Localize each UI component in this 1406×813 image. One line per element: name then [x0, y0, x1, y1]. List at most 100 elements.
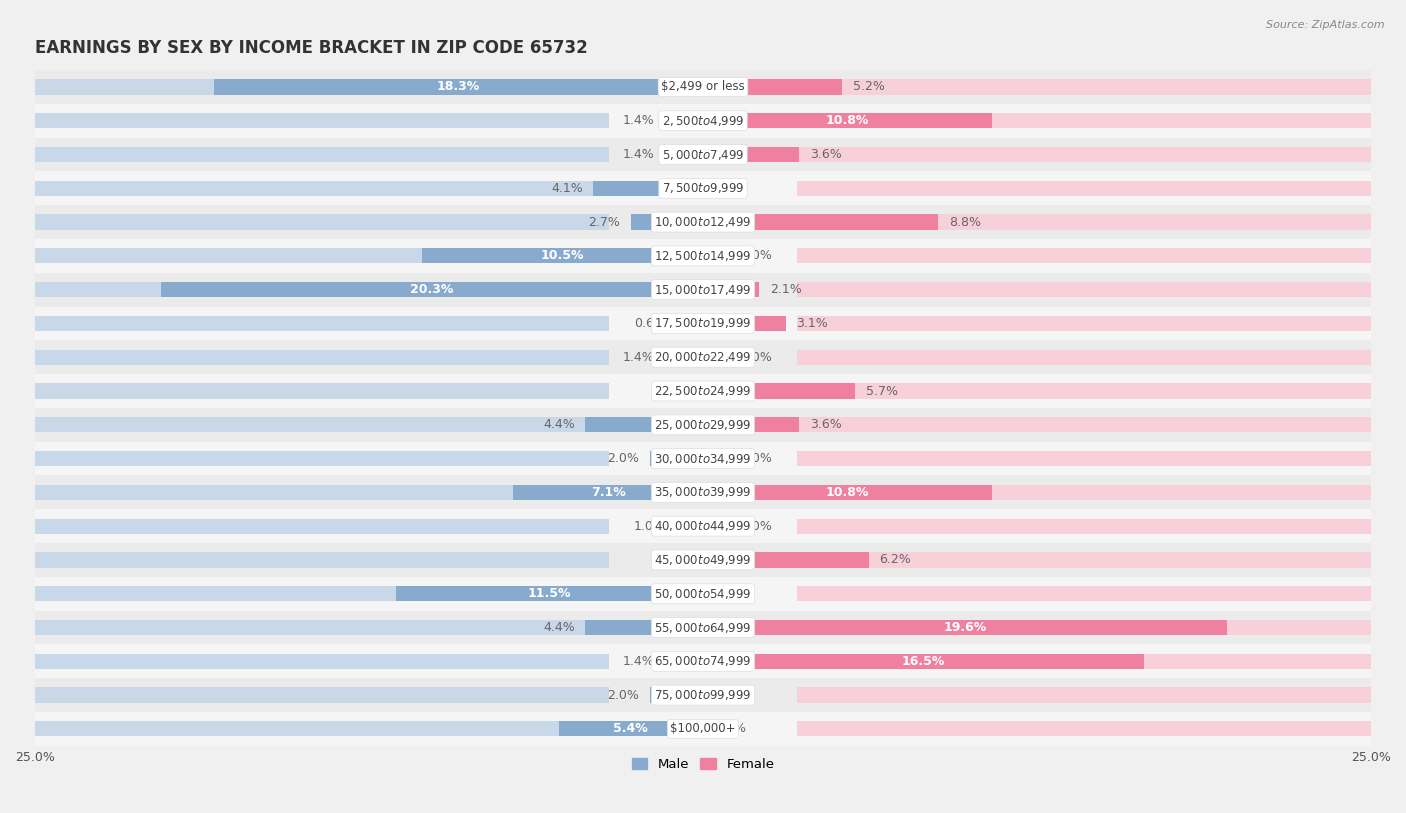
Bar — [35, 315, 609, 331]
Text: $7,500 to $9,999: $7,500 to $9,999 — [662, 181, 744, 195]
Text: Source: ZipAtlas.com: Source: ZipAtlas.com — [1267, 20, 1385, 30]
Bar — [703, 620, 1227, 635]
Text: 1.0%: 1.0% — [741, 452, 772, 465]
Bar — [665, 147, 703, 162]
Bar — [797, 654, 1371, 669]
Text: 1.0%: 1.0% — [741, 350, 772, 363]
Text: $17,500 to $19,999: $17,500 to $19,999 — [654, 316, 752, 330]
Bar — [797, 282, 1371, 298]
Text: 0.0%: 0.0% — [661, 385, 692, 398]
Bar — [35, 645, 1371, 678]
Text: $65,000 to $74,999: $65,000 to $74,999 — [654, 654, 752, 668]
Bar — [585, 620, 703, 635]
Bar — [35, 70, 1371, 104]
Bar — [35, 451, 609, 466]
Bar — [797, 721, 1371, 737]
Bar — [35, 273, 1371, 307]
Bar — [35, 172, 1371, 205]
Bar — [35, 678, 1371, 712]
Bar — [214, 80, 703, 94]
Bar — [35, 509, 1371, 543]
Bar — [703, 215, 938, 230]
Text: $10,000 to $12,499: $10,000 to $12,499 — [654, 215, 752, 229]
Text: 1.0%: 1.0% — [741, 250, 772, 263]
Bar — [797, 147, 1371, 162]
Bar — [35, 519, 609, 534]
Bar — [35, 248, 609, 263]
Bar — [650, 451, 703, 466]
Text: 5.7%: 5.7% — [866, 385, 898, 398]
Legend: Male, Female: Male, Female — [626, 752, 780, 776]
Bar — [35, 688, 609, 702]
Bar — [35, 137, 1371, 172]
Bar — [797, 80, 1371, 94]
Bar — [35, 485, 609, 500]
Bar — [35, 180, 609, 196]
Bar — [685, 315, 703, 331]
Bar — [703, 519, 730, 534]
Text: 1.0%: 1.0% — [741, 520, 772, 533]
Bar — [797, 519, 1371, 534]
Text: $45,000 to $49,999: $45,000 to $49,999 — [654, 553, 752, 567]
Bar — [160, 282, 703, 298]
Bar — [703, 113, 991, 128]
Bar — [665, 113, 703, 128]
Bar — [797, 485, 1371, 500]
Text: $15,000 to $17,499: $15,000 to $17,499 — [654, 283, 752, 297]
Text: $22,500 to $24,999: $22,500 to $24,999 — [654, 384, 752, 398]
Bar — [35, 374, 1371, 408]
Bar — [35, 611, 1371, 645]
Bar — [558, 721, 703, 737]
Bar — [35, 239, 1371, 273]
Bar — [797, 180, 1371, 196]
Text: $20,000 to $22,499: $20,000 to $22,499 — [654, 350, 752, 364]
Text: 1.4%: 1.4% — [623, 350, 655, 363]
Bar — [797, 350, 1371, 365]
Text: 10.8%: 10.8% — [825, 115, 869, 128]
Text: 5.2%: 5.2% — [852, 80, 884, 93]
Bar — [703, 417, 799, 433]
Bar — [35, 476, 1371, 509]
Text: 2.0%: 2.0% — [607, 689, 638, 702]
Text: 11.5%: 11.5% — [527, 587, 571, 600]
Bar — [797, 552, 1371, 567]
Text: 10.5%: 10.5% — [541, 250, 585, 263]
Bar — [35, 441, 1371, 476]
Bar — [797, 688, 1371, 702]
Bar — [703, 451, 730, 466]
Bar — [35, 205, 1371, 239]
Text: 19.6%: 19.6% — [943, 621, 987, 634]
Text: 18.3%: 18.3% — [437, 80, 479, 93]
Bar — [797, 315, 1371, 331]
Bar — [797, 620, 1371, 635]
Bar — [35, 384, 609, 398]
Bar — [797, 248, 1371, 263]
Bar — [703, 654, 1144, 669]
Text: 0.0%: 0.0% — [661, 554, 692, 567]
Bar — [676, 519, 703, 534]
Text: 8.8%: 8.8% — [949, 215, 981, 228]
Bar — [703, 315, 786, 331]
Text: $12,500 to $14,999: $12,500 to $14,999 — [654, 249, 752, 263]
Text: 0.0%: 0.0% — [714, 689, 745, 702]
Bar — [513, 485, 703, 500]
Bar — [35, 552, 609, 567]
Text: $100,000+: $100,000+ — [671, 723, 735, 736]
Text: $75,000 to $99,999: $75,000 to $99,999 — [654, 688, 752, 702]
Bar — [35, 712, 1371, 746]
Text: 16.5%: 16.5% — [901, 654, 945, 667]
Bar — [665, 350, 703, 365]
Bar — [797, 586, 1371, 602]
Text: 4.4%: 4.4% — [543, 419, 575, 432]
Text: 2.0%: 2.0% — [607, 452, 638, 465]
Text: 0.0%: 0.0% — [714, 723, 745, 736]
Text: 6.2%: 6.2% — [879, 554, 911, 567]
Bar — [650, 688, 703, 702]
Bar — [35, 721, 609, 737]
Text: $5,000 to $7,499: $5,000 to $7,499 — [662, 147, 744, 162]
Text: 4.4%: 4.4% — [543, 621, 575, 634]
Bar — [703, 350, 730, 365]
Bar — [703, 147, 799, 162]
Text: 1.0%: 1.0% — [634, 520, 665, 533]
Text: 3.1%: 3.1% — [797, 317, 828, 330]
